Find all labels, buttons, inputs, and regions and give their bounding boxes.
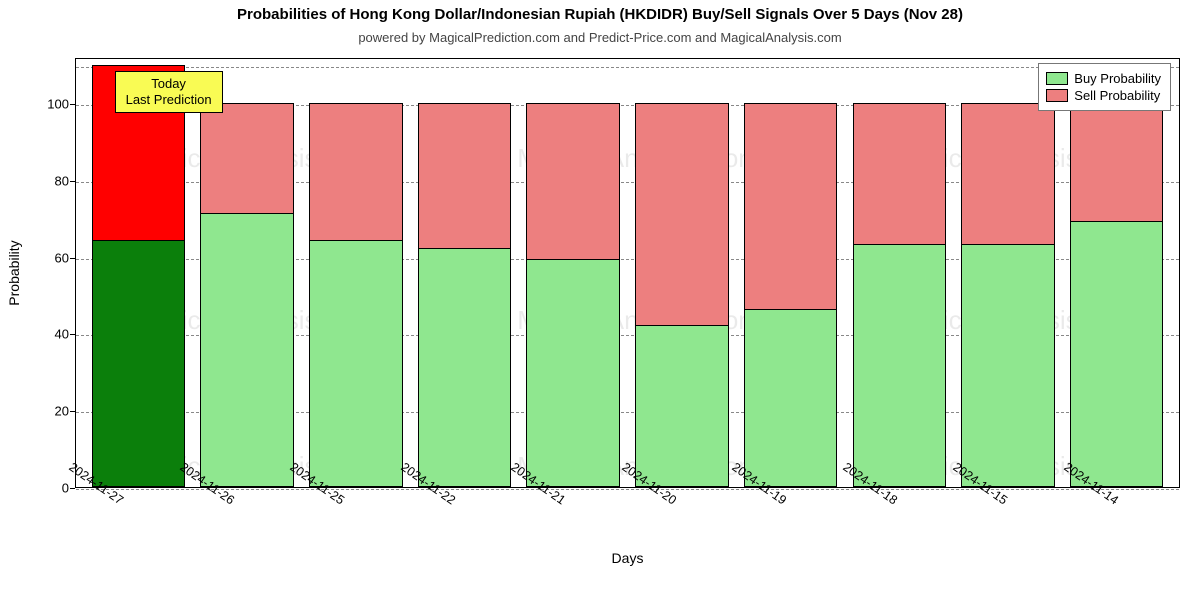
sell-segment (200, 103, 293, 214)
chart-subtitle: powered by MagicalPrediction.com and Pre… (0, 30, 1200, 45)
bar (635, 103, 728, 487)
buy-segment (635, 326, 728, 487)
buy-segment (744, 310, 837, 487)
bar (961, 103, 1054, 487)
bar (1070, 103, 1163, 487)
y-tick-label: 100 (9, 97, 69, 112)
buy-segment (309, 241, 402, 487)
bar-slot (410, 59, 519, 487)
bar-slot (736, 59, 845, 487)
buy-segment (418, 249, 511, 487)
bar (744, 103, 837, 487)
bar-slot (519, 59, 628, 487)
legend-label: Sell Probability (1074, 88, 1160, 103)
legend: Buy Probability Sell Probability (1038, 63, 1171, 111)
bar (853, 103, 946, 487)
annotation-line1: Today (126, 76, 212, 92)
bar-slot (845, 59, 954, 487)
plot-area: MagicalAnalysis.comMagicalAnalysis.comMa… (75, 58, 1180, 488)
legend-swatch (1046, 72, 1068, 85)
buy-segment (853, 245, 946, 487)
sell-segment (635, 103, 728, 326)
x-axis-label: Days (612, 550, 644, 566)
annotation-line2: Last Prediction (126, 92, 212, 108)
bar (526, 103, 619, 487)
bar (92, 65, 185, 487)
legend-item: Buy Probability (1046, 71, 1161, 86)
today-annotation: Today Last Prediction (115, 71, 223, 114)
y-axis: 020406080100 (0, 58, 75, 488)
x-axis: Days 2024-11-272024-11-262024-11-252024-… (75, 488, 1180, 568)
bars-container (76, 59, 1179, 487)
legend-label: Buy Probability (1074, 71, 1161, 86)
buy-segment (526, 260, 619, 487)
chart-title: Probabilities of Hong Kong Dollar/Indone… (0, 6, 1200, 23)
y-tick-label: 40 (9, 327, 69, 342)
buy-segment (1070, 222, 1163, 487)
sell-segment (961, 103, 1054, 245)
buy-segment (200, 214, 293, 487)
buy-segment (92, 241, 185, 487)
legend-swatch (1046, 89, 1068, 102)
bar-slot (84, 59, 193, 487)
bar (309, 103, 402, 487)
bar-slot (301, 59, 410, 487)
bar-slot (1062, 59, 1171, 487)
sell-segment (853, 103, 946, 245)
y-tick-label: 0 (9, 481, 69, 496)
bar (418, 103, 511, 487)
y-tick-label: 80 (9, 173, 69, 188)
sell-segment (418, 103, 511, 249)
buy-segment (961, 245, 1054, 487)
sell-segment (1070, 103, 1163, 222)
bar (200, 103, 293, 487)
bar-slot (628, 59, 737, 487)
bar-slot (193, 59, 302, 487)
y-tick-label: 20 (9, 404, 69, 419)
sell-segment (526, 103, 619, 260)
sell-segment (309, 103, 402, 241)
bar-slot (954, 59, 1063, 487)
y-tick-label: 60 (9, 250, 69, 265)
sell-segment (744, 103, 837, 310)
legend-item: Sell Probability (1046, 88, 1161, 103)
